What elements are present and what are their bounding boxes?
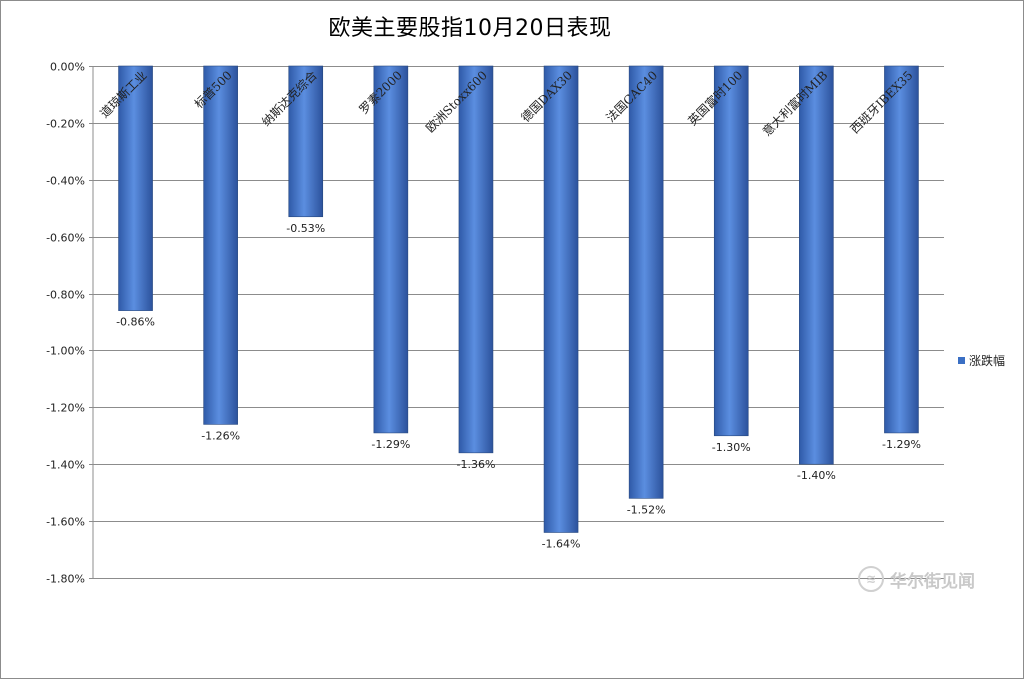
data-label: -1.26% <box>201 429 240 442</box>
data-label: -1.36% <box>456 458 495 471</box>
y-tick-label: 0.00% <box>50 61 85 74</box>
bar <box>628 65 664 499</box>
bar <box>713 65 749 437</box>
chart-legend: 涨跌幅 <box>958 352 1005 369</box>
data-label: -1.29% <box>882 438 921 451</box>
data-label: -1.64% <box>542 537 581 550</box>
watermark-logo-icon: ≋ <box>858 566 884 592</box>
bar <box>884 65 919 434</box>
data-label: -1.40% <box>797 469 836 482</box>
y-tick-label: -1.60% <box>46 516 85 529</box>
y-tick-label: -1.40% <box>46 459 85 472</box>
y-tick-label: -1.80% <box>46 573 85 586</box>
bar <box>458 65 494 454</box>
chart-title: 欧美主要股指10月20日表现 <box>328 16 612 41</box>
legend-swatch <box>958 357 965 364</box>
y-tick-label: -1.00% <box>46 345 85 358</box>
y-tick-label: -0.60% <box>46 232 85 245</box>
data-label: -0.86% <box>116 316 155 329</box>
y-tick-label: -0.20% <box>46 118 85 131</box>
data-label: -1.30% <box>712 441 751 454</box>
bar <box>118 65 153 311</box>
watermark-text: 华尔街见闻 <box>890 571 975 592</box>
legend-label: 涨跌幅 <box>969 354 1006 368</box>
data-label: -0.53% <box>286 222 325 235</box>
data-label: -1.52% <box>627 503 666 516</box>
bar <box>373 65 409 434</box>
y-tick-label: -1.20% <box>46 402 85 415</box>
data-label: -1.29% <box>371 438 410 451</box>
bar <box>288 65 324 218</box>
watermark: ≋ 华尔街见闻 <box>858 566 975 592</box>
y-tick-label: -0.40% <box>46 175 85 188</box>
bar <box>543 65 579 533</box>
bar <box>203 65 238 425</box>
y-tick-label: -0.80% <box>46 289 85 302</box>
bar <box>799 65 834 465</box>
